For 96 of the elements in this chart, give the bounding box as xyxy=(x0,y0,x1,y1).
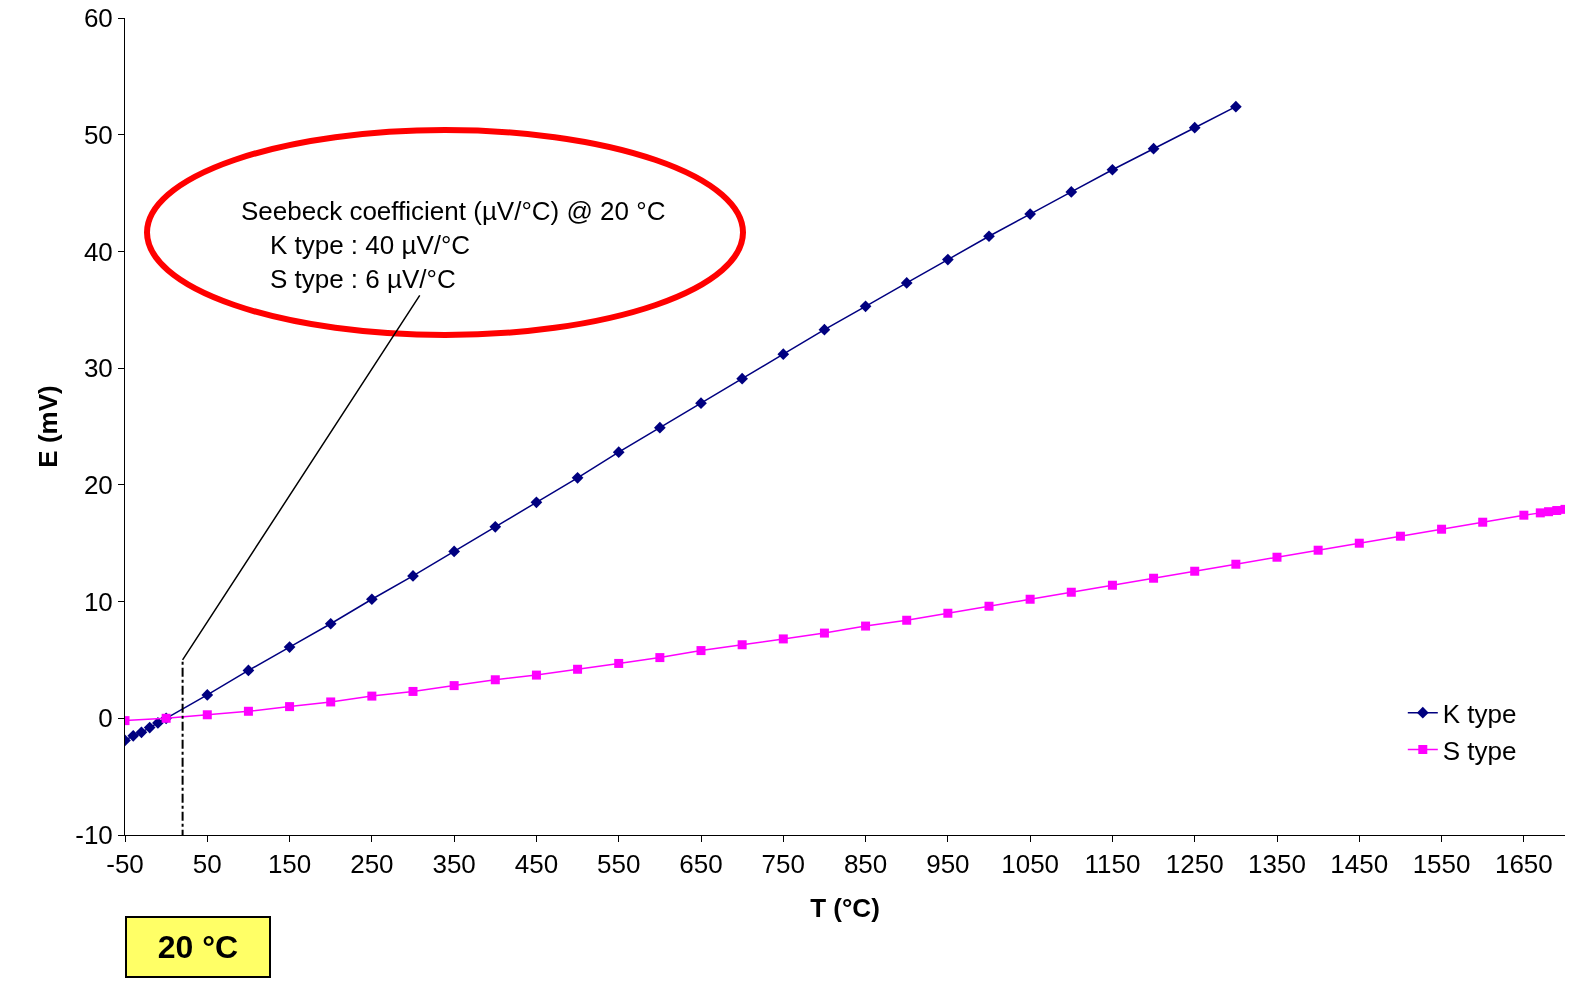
point xyxy=(367,691,377,701)
x-tick-label: 950 xyxy=(926,849,970,880)
point xyxy=(490,675,500,685)
point xyxy=(1065,186,1078,198)
x-tick-label: 550 xyxy=(597,849,641,880)
x-tick-label: 750 xyxy=(761,849,805,880)
legend-label: K type xyxy=(1442,698,1517,729)
point xyxy=(202,710,212,720)
point xyxy=(531,670,541,680)
point xyxy=(1230,100,1242,113)
y-tick-label: 30 xyxy=(83,353,113,384)
y-tick-label: 0 xyxy=(98,703,113,734)
annotation: Seebeck coefficient (µV/°C) @ 20 °C K type : 40 µV/°C S type : 6 µV/°C xyxy=(241,196,666,294)
point xyxy=(408,686,418,696)
point xyxy=(1437,524,1447,534)
point xyxy=(143,721,156,734)
x-tick-label: 50 xyxy=(192,849,222,880)
x-tick-label: 250 xyxy=(350,849,394,880)
point xyxy=(1190,566,1200,576)
point xyxy=(1066,587,1076,597)
x-tick-label: 1350 xyxy=(1248,849,1306,880)
point xyxy=(900,277,913,289)
point xyxy=(983,230,995,243)
x-tick-label: 1650 xyxy=(1494,849,1553,880)
x-tick-label: 850 xyxy=(843,849,888,880)
point xyxy=(242,664,255,677)
point xyxy=(902,615,912,625)
y-tick-label: 10 xyxy=(83,586,113,617)
point xyxy=(695,397,707,410)
point xyxy=(737,640,747,650)
x-tick-label: 650 xyxy=(679,849,723,880)
point xyxy=(1354,538,1364,548)
point xyxy=(366,593,378,606)
y-axis-title: E (mV) xyxy=(32,385,63,468)
x-axis-title: T (°C) xyxy=(810,892,880,923)
point xyxy=(696,646,706,656)
point xyxy=(324,617,337,630)
point xyxy=(285,702,295,712)
x-tick-label: 1450 xyxy=(1330,849,1389,880)
point xyxy=(1272,552,1282,562)
x-tick-label: 1250 xyxy=(1165,849,1224,880)
point xyxy=(614,658,624,668)
point xyxy=(1313,545,1323,555)
point xyxy=(861,621,871,631)
point xyxy=(859,300,872,313)
point xyxy=(573,664,583,674)
point xyxy=(1106,163,1119,176)
point xyxy=(1552,506,1562,516)
x-tick-label: 1550 xyxy=(1412,849,1471,880)
legend-label: S type xyxy=(1442,735,1517,766)
point xyxy=(201,689,214,701)
point xyxy=(571,472,584,484)
point xyxy=(943,608,953,618)
point xyxy=(127,729,140,742)
point xyxy=(449,681,459,691)
point xyxy=(326,697,336,707)
x-tick-label: 150 xyxy=(267,849,312,880)
y-tick-label: 60 xyxy=(83,3,113,34)
point xyxy=(1519,510,1529,520)
point xyxy=(1024,208,1036,220)
point xyxy=(243,706,253,716)
point xyxy=(655,653,665,663)
point xyxy=(984,601,994,611)
y-tick-label: 50 xyxy=(83,119,113,150)
point xyxy=(489,521,502,533)
point xyxy=(1107,580,1117,590)
point xyxy=(777,348,790,360)
x-tick-label: 1150 xyxy=(1084,849,1141,880)
point xyxy=(448,545,460,558)
point xyxy=(819,628,829,638)
point xyxy=(1231,559,1241,569)
point xyxy=(1025,594,1035,604)
point xyxy=(612,446,625,459)
point xyxy=(778,634,788,644)
ref-line-label: 20 °C xyxy=(157,929,239,965)
point xyxy=(818,323,831,336)
x-tick-label: 350 xyxy=(432,849,476,880)
point xyxy=(530,496,543,509)
point xyxy=(654,421,666,434)
x-tick-label: -50 xyxy=(106,849,144,880)
y-tick-label: 20 xyxy=(83,469,113,500)
y-tick-label: 40 xyxy=(83,236,113,267)
point xyxy=(283,641,296,653)
y-tick-label: -10 xyxy=(75,820,113,851)
point xyxy=(942,253,954,266)
point xyxy=(736,372,748,385)
point xyxy=(1544,507,1554,517)
point xyxy=(1535,508,1545,518)
point xyxy=(135,726,148,739)
point xyxy=(1147,142,1160,155)
x-tick-label: 450 xyxy=(514,849,559,880)
point xyxy=(1188,121,1201,134)
point xyxy=(1395,531,1405,541)
point xyxy=(1478,517,1488,527)
x-tick-label: 1050 xyxy=(1001,849,1060,880)
point xyxy=(1149,573,1159,583)
